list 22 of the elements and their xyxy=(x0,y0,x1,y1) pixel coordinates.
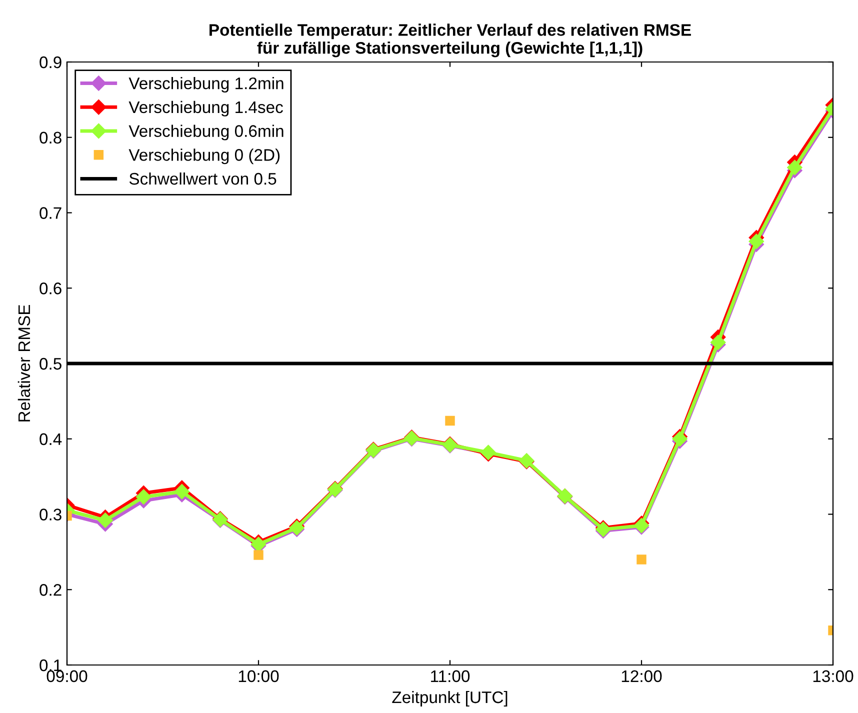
legend-label: Verschiebung 1.2min xyxy=(128,77,284,93)
x-tick-label: 10:00 xyxy=(238,670,279,682)
x-tick-label: 11:00 xyxy=(431,670,470,682)
legend-label: Verschiebung 0 (2D) xyxy=(128,148,280,164)
y-tick-label: 0.8 xyxy=(40,132,62,144)
x-tick-label: 12:00 xyxy=(622,670,662,682)
y-tick-label: 0.1 xyxy=(40,659,62,672)
y-tick-label: 0.7 xyxy=(40,207,62,219)
y-tick-label: 0.3 xyxy=(40,508,62,520)
legend-label: Verschiebung 1.4sec xyxy=(128,100,283,116)
y-tick-label: 0.4 xyxy=(40,433,62,446)
legend-label: Verschiebung 0.6min xyxy=(128,124,284,140)
x-axis-title: Zeitpunkt [UTC] xyxy=(392,690,508,706)
y-tick-label: 0.5 xyxy=(40,358,62,370)
chart-title: Potentielle Temperatur: Zeitlicher Verlauf des relativen RMSE für zufällige Stationsverteilung (Gewichte [1,1,1]) xyxy=(210,24,691,58)
y-axis-title: Relativer RMSE xyxy=(18,304,30,422)
legend-label: Schwellwert von 0.5 xyxy=(129,172,276,185)
y-tick-label: 0.6 xyxy=(40,282,62,294)
x-tick-label: 09:00 xyxy=(46,670,88,682)
y-tick-label: 0.9 xyxy=(40,56,62,68)
y-tick-label: 0.2 xyxy=(40,584,62,596)
x-tick-label: 13:00 xyxy=(813,670,854,682)
